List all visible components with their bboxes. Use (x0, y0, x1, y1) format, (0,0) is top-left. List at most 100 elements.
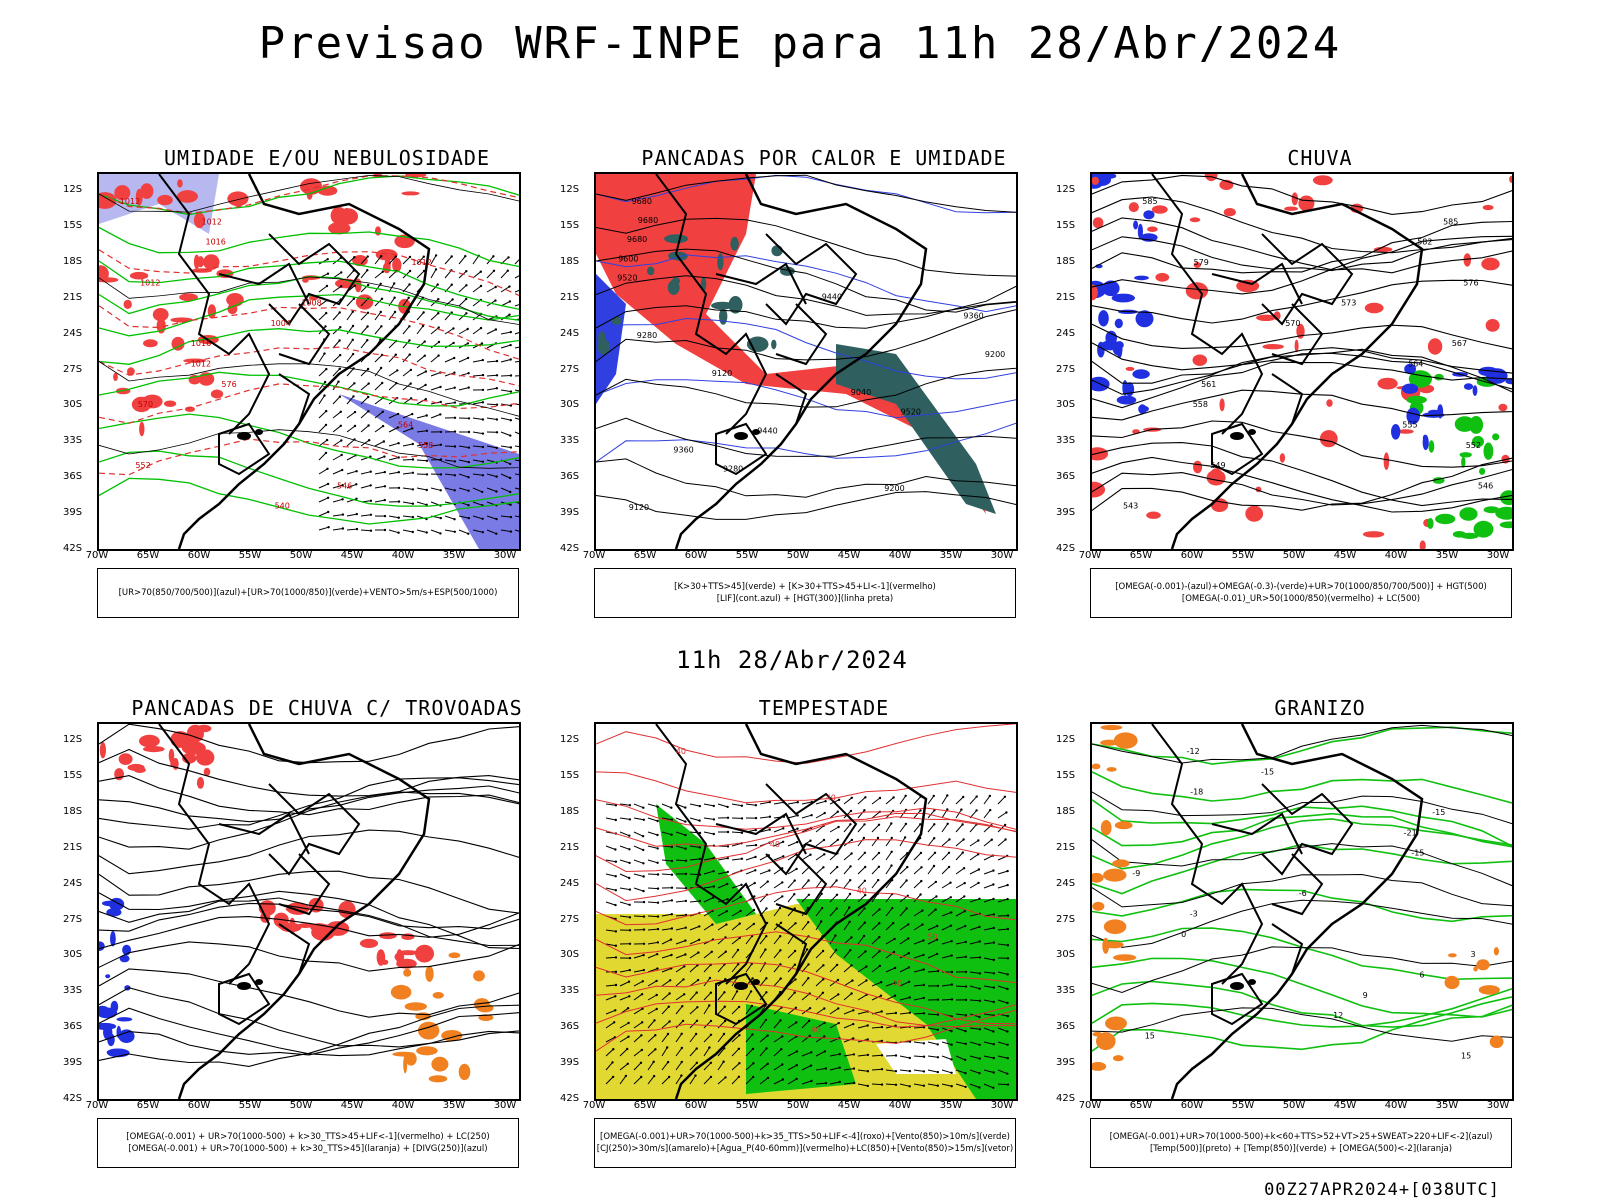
legend-pancadas-calor: [K>30+TTS>45](verde) + [K>30+TTS>45+LI<-… (594, 568, 1016, 618)
legend-umidade: [UR>70(850/700/500)](azul)+[UR>70(1000/8… (97, 568, 519, 618)
contour-label: 9040 (851, 388, 871, 397)
lon-tick-label: 70W (582, 550, 606, 561)
lat-tick-label: 36S (1056, 471, 1076, 483)
lat-tick-label: 15S (63, 769, 83, 781)
panel-title: UMIDADE E/OU NEBULOSIDADE (163, 146, 491, 170)
contour-label: 585 (1443, 217, 1458, 226)
contour-label: 1016 (191, 339, 211, 348)
contour-label: 40 (826, 793, 836, 802)
contour-label: 15 (1461, 1052, 1471, 1061)
lon-tick-label: 65W (136, 550, 160, 561)
lat-tick-label: 18S (560, 805, 580, 817)
contour-label: 9360 (673, 446, 693, 455)
lat-tick-label: 24S (1056, 877, 1076, 889)
lon-tick-label: 35W (442, 550, 466, 561)
contour-label: 0 (1181, 930, 1186, 939)
lat-tick-label: 21S (560, 291, 580, 303)
lat-tick-label: 18S (63, 805, 83, 817)
lat-tick-label: 39S (63, 1057, 83, 1069)
map-tempestade[interactable]: 40 40 40 40 50 40 40 (594, 722, 1018, 1101)
contour-label: 9200 (884, 484, 904, 493)
lat-tick-label: 24S (63, 327, 83, 339)
contour-label: 50 (928, 933, 938, 942)
lon-tick-label: 55W (1231, 1100, 1255, 1111)
map-chuva[interactable]: 585 585 582 579 576 573 570 567 564 561 558 555 552 5… (1090, 172, 1514, 551)
lat-tick-label: 15S (1056, 219, 1076, 231)
lon-tick-label: 50W (786, 1100, 810, 1111)
map-pancadas-calor[interactable]: 9680 9680 9680 9600 9520 9440 9360 9280 9200 9120… (594, 172, 1018, 551)
contour-label: 540 (275, 502, 290, 511)
lat-tick-label: 12S (63, 184, 83, 195)
lat-tick-label: 33S (63, 435, 83, 447)
lat-tick-label: 42S (560, 1093, 580, 1104)
lat-tick-label: 18S (63, 255, 83, 267)
contour-label: 570 (138, 400, 153, 409)
lon-tick-label: 40W (1384, 1100, 1408, 1111)
map-svg (99, 724, 519, 1099)
lat-tick-label: 21S (63, 291, 83, 303)
panel-title: PANCADAS POR CALOR E UMIDADE (641, 146, 1007, 170)
lat-tick-label: 27S (560, 913, 580, 925)
lat-tick-label: 27S (1056, 913, 1076, 925)
lat-tick-label: 33S (560, 435, 580, 447)
lon-tick-label: 35W (1435, 1100, 1459, 1111)
lat-tick-label: 12S (1056, 734, 1076, 745)
contour-label: 9680 (638, 216, 658, 225)
lon-tick-label: 65W (633, 1100, 657, 1111)
lon-tick-label: 70W (85, 1100, 109, 1111)
lon-tick-label: 30W (493, 1100, 517, 1111)
lat-tick-label: 21S (1056, 841, 1076, 853)
lat-tick-label: 18S (560, 255, 580, 267)
panel-title: TEMPESTADE (758, 696, 890, 720)
lat-tick-label: 15S (560, 219, 580, 231)
map-pancadas-trovoadas[interactable] (97, 722, 521, 1101)
contour-label: 9600 (618, 254, 638, 263)
lat-tick-label: 12S (560, 184, 580, 195)
lon-tick-label: 55W (735, 550, 759, 561)
lon-tick-label: 45W (837, 1100, 861, 1111)
lat-tick-label: 12S (1056, 184, 1076, 195)
lat-tick-label: 42S (1056, 1093, 1076, 1104)
panel-pancadas-trovoadas: PANCADAS DE CHUVA C/ TROVOADAS [OMEGA(-0… (63, 696, 577, 1196)
lon-tick-label: 60W (1180, 1100, 1204, 1111)
lon-tick-label: 50W (786, 550, 810, 561)
contour-label: 1012 (202, 217, 222, 226)
contour-label: 546 (1478, 481, 1493, 490)
map-svg: 9680 9680 9680 9600 9520 9440 9360 9280 9200 9120… (596, 174, 1016, 549)
contour-label: 552 (135, 461, 150, 470)
contour-label: 561 (1201, 380, 1216, 389)
lat-tick-label: 39S (1056, 507, 1076, 519)
panel-chuva: CHUVA 585 585 582 579 576 573 570 567 564 561 558 5… (1056, 146, 1570, 646)
lon-tick-label: 40W (1384, 550, 1408, 561)
legend-pancadas-trovoadas: [OMEGA(-0.001) + UR>70(1000-500) + k>30_… (97, 1118, 519, 1168)
panel-title: PANCADAS DE CHUVA C/ TROVOADAS (131, 696, 523, 720)
lat-tick-label: 33S (1056, 985, 1076, 997)
contour-label: 1012 (191, 360, 211, 369)
contour-label: 40 (676, 747, 686, 756)
footer-timestamp: 00Z27APR2024+[038UTC] (1264, 1180, 1500, 1200)
lon-tick-label: 65W (633, 550, 657, 561)
contour-label: 9680 (632, 197, 652, 206)
lat-tick-label: 36S (63, 1021, 83, 1033)
contour-label: 558 (418, 441, 433, 450)
contour-label: 9440 (757, 426, 777, 435)
lon-tick-label: 30W (1486, 550, 1510, 561)
contour-label: 9360 (963, 312, 983, 321)
mid-title: 11h 28/Abr/2024 (676, 646, 908, 674)
lon-tick-label: 70W (85, 550, 109, 561)
lat-tick-label: 21S (1056, 291, 1076, 303)
map-umidade[interactable]: 1012 1012 1016 1012 1012 1008 1004 1016 1012 576 5… (97, 172, 521, 551)
lat-tick-label: 24S (560, 877, 580, 889)
lat-tick-label: 36S (560, 1021, 580, 1033)
lat-tick-label: 39S (63, 507, 83, 519)
contour-label: 576 (1463, 278, 1478, 287)
map-granizo[interactable]: -12 -15 -18 -15 -21 -15 -9 -6 -3 0 3 6 9 12 15 15 (1090, 722, 1514, 1101)
contour-label: 585 (1142, 197, 1157, 206)
lon-tick-label: 50W (1282, 550, 1306, 561)
lat-tick-label: 30S (63, 399, 83, 411)
lat-tick-label: 30S (63, 949, 83, 961)
lat-tick-label: 30S (560, 949, 580, 961)
lon-tick-label: 45W (340, 550, 364, 561)
contour-label: 9440 (822, 293, 842, 302)
lon-tick-label: 60W (1180, 550, 1204, 561)
